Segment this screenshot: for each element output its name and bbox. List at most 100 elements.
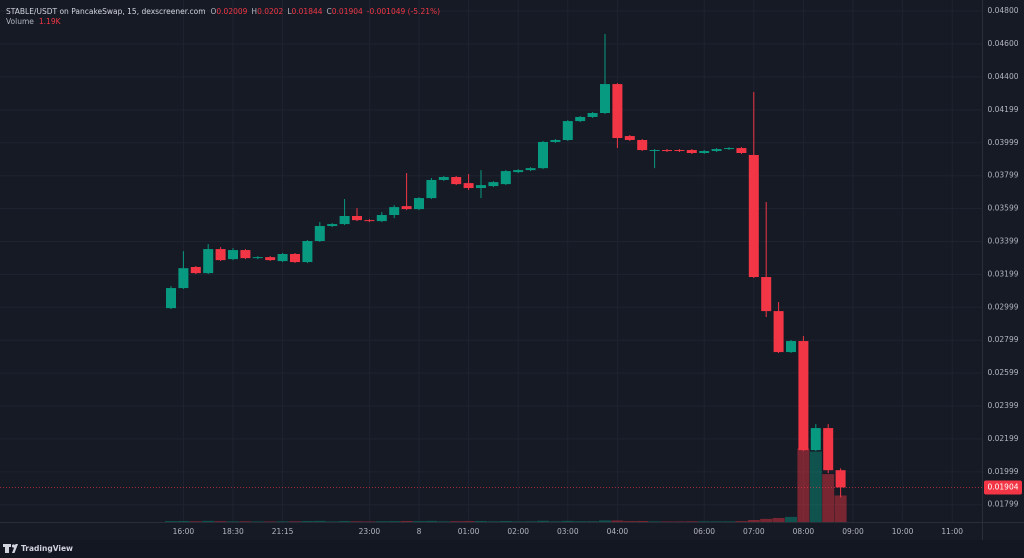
candle-body <box>178 268 189 289</box>
volume-bar <box>338 520 351 522</box>
candle-body <box>587 113 598 117</box>
volume-bar <box>611 520 624 522</box>
volume-bar <box>462 521 475 522</box>
volume-bar <box>227 521 239 522</box>
y-tick-label: 0.02199 <box>987 434 1018 443</box>
volume-bar <box>313 520 326 522</box>
y-tick-label: 0.03399 <box>987 237 1018 246</box>
volume-bar <box>487 521 500 522</box>
candle-body <box>513 170 524 173</box>
candle-body <box>612 84 623 139</box>
candle-body <box>277 254 288 262</box>
candle-body <box>476 185 486 189</box>
logo-mark <box>5 544 9 553</box>
candle-body <box>426 179 437 199</box>
volume-bar <box>351 521 363 522</box>
candle-body <box>463 183 474 189</box>
ohlc-value: 0.0202 <box>257 7 283 16</box>
candle-body <box>562 121 573 141</box>
volume-bar <box>499 520 512 522</box>
y-tick-label: 0.02399 <box>987 401 1018 410</box>
volume-bar <box>586 521 599 522</box>
volume-bar <box>685 521 698 522</box>
ohlc-key: C <box>327 7 332 16</box>
x-tick-label: 16:00 <box>173 527 195 536</box>
candles <box>0 34 982 498</box>
volume-bar <box>400 520 413 522</box>
title: STABLE/USDT on PancakeSwap, 15, dexscree… <box>6 7 206 16</box>
volume-bar <box>797 448 810 522</box>
volume-bar <box>574 521 587 522</box>
y-tick-label: 0.02799 <box>987 335 1018 344</box>
last-price-label: 0.01904 <box>987 482 1018 491</box>
candle-body <box>699 151 710 153</box>
candle-body <box>649 150 660 152</box>
candle-body <box>265 257 276 261</box>
volume-bar <box>475 520 487 522</box>
volume-bar <box>549 521 562 522</box>
candle-body <box>786 341 796 353</box>
x-tick-label: 18:30 <box>222 527 244 536</box>
candle-body <box>761 277 772 312</box>
candle-body <box>364 220 375 222</box>
candle-body <box>575 116 586 122</box>
x-tick-label: 09:00 <box>842 527 864 536</box>
x-tick-label: 06:00 <box>693 527 715 536</box>
axes: 0.04800 0.04600 0.04400 0.04199 0.03999 0.037… <box>173 6 1022 536</box>
ohlc-value: 0.01904 <box>332 7 363 16</box>
logo-mark <box>12 544 18 553</box>
candle-body <box>525 168 536 171</box>
volume-pane <box>165 448 847 522</box>
volume-bar <box>772 517 785 522</box>
y-tick-label: 0.02599 <box>987 368 1018 377</box>
y-tick-label: 0.03999 <box>987 138 1018 147</box>
candle-body <box>215 249 226 261</box>
volume-bar <box>289 521 301 522</box>
x-tick-label: 23:00 <box>359 527 381 536</box>
volume-bar <box>437 521 450 522</box>
volume-bar <box>177 520 190 522</box>
ohlc-key: O <box>211 7 217 16</box>
candle-body <box>662 150 672 152</box>
candle-body <box>724 148 734 150</box>
volume-bar <box>785 516 797 522</box>
x-tick-label: 08:00 <box>793 527 815 536</box>
candle-body <box>228 250 238 260</box>
volume-bar <box>363 521 376 522</box>
candle-body <box>290 254 300 263</box>
last-price-tag <box>984 480 1022 495</box>
volume-bar <box>760 518 773 522</box>
logo-mark <box>11 544 16 548</box>
candle-body <box>711 149 722 152</box>
candle-body <box>550 140 561 142</box>
candle-body <box>339 216 350 225</box>
volume-bar <box>673 521 686 522</box>
volume-bar <box>264 521 277 522</box>
volume-bar <box>648 521 661 522</box>
volume-bar <box>202 520 215 522</box>
volume-bar <box>413 521 425 522</box>
volume-bar <box>809 451 822 522</box>
y-tick-label: 0.04600 <box>987 39 1018 48</box>
candle-body <box>637 140 648 151</box>
candle-body <box>748 154 759 278</box>
candle-body <box>401 206 412 210</box>
volume-bar <box>326 521 339 522</box>
volume-value: 1.19K <box>39 17 62 26</box>
volume-name: Volume <box>6 17 34 26</box>
candle-body <box>798 341 809 451</box>
x-tick-label: 03:00 <box>557 527 579 536</box>
volume-bar <box>388 521 401 522</box>
y-tick-label: 0.01999 <box>987 467 1018 476</box>
volume-bar <box>735 521 748 522</box>
x-tick-label: 01:00 <box>458 527 480 536</box>
x-tick-label: 02:00 <box>507 527 529 536</box>
volume-bar <box>710 521 723 522</box>
x-tick-label: 8 <box>417 527 422 536</box>
candle-body <box>600 84 610 114</box>
volume-bar <box>301 520 314 522</box>
y-tick-label: 0.03199 <box>987 269 1018 278</box>
